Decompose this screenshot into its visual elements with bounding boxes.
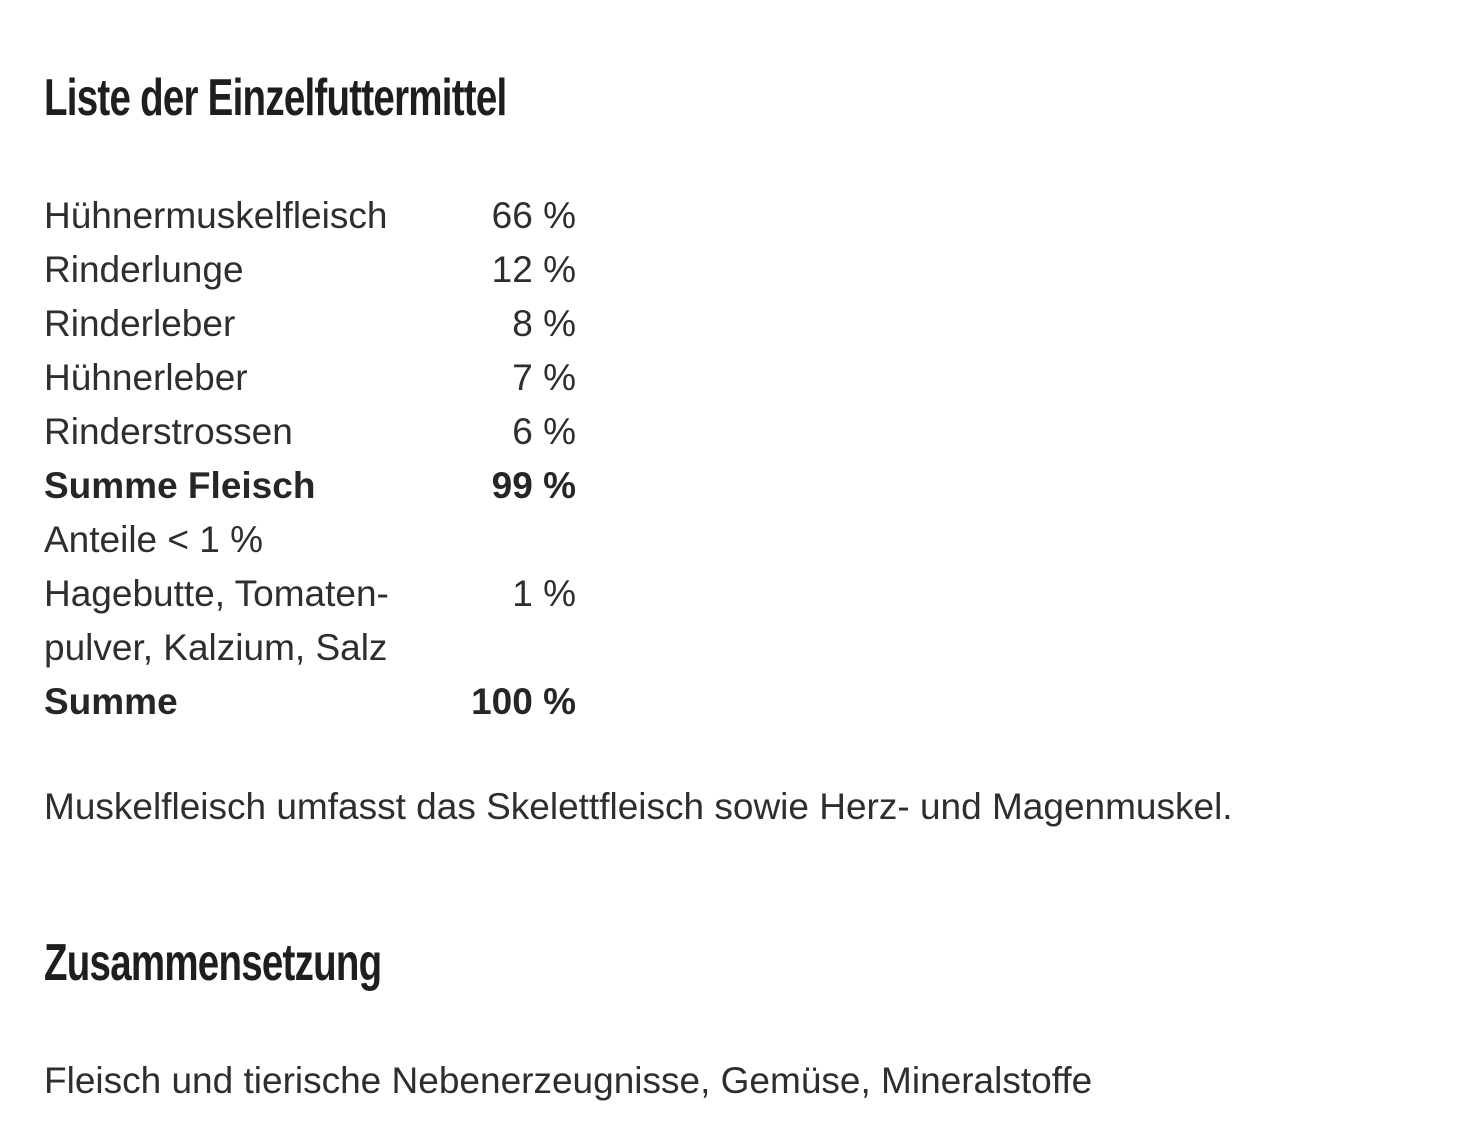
ingredient-name: Hühnerleber — [44, 357, 248, 398]
minor-ingredients-line: Anteile < 1 % — [44, 519, 264, 560]
ingredient-percent: 8 % — [512, 303, 576, 344]
ingredient-name: Rinderlunge — [44, 249, 244, 290]
table-row: Rinderstrossen 6 % — [44, 405, 576, 459]
total-row: Summe 100 % — [44, 675, 576, 729]
minor-ingredients-line: Hagebutte, Tomaten- — [44, 573, 389, 614]
ingredient-name: Rinderstrossen — [44, 411, 293, 452]
table-row: Rinderlunge 12 % — [44, 243, 576, 297]
minor-ingredients-label: Anteile < 1 % Hagebutte, Tomaten- pulver… — [44, 513, 464, 675]
minor-ingredients-row: Anteile < 1 % Hagebutte, Tomaten- pulver… — [44, 513, 576, 675]
muscle-meat-note: Muskelfleisch umfasst das Skelettfleisch… — [44, 786, 1233, 827]
ingredient-name: Rinderleber — [44, 303, 236, 344]
table-row: Rinderleber 8 % — [44, 297, 576, 351]
ingredients-table: Hühnermuskelfleisch 66 % Rinderlunge 12 … — [44, 189, 576, 729]
ingredient-percent: 66 % — [491, 195, 576, 236]
minor-ingredients-line: pulver, Kalzium, Salz — [44, 627, 388, 668]
ingredient-name: Hühnermuskelfleisch — [44, 195, 388, 236]
total-percent: 100 % — [471, 681, 576, 722]
subtotal-percent: 99 % — [491, 465, 576, 506]
ingredient-percent: 6 % — [512, 411, 576, 452]
composition-text: Fleisch und tierische Nebenerzeugnisse, … — [44, 1060, 1093, 1101]
minor-ingredients-percent: 1 % — [512, 573, 576, 614]
table-row: Hühnerleber 7 % — [44, 351, 576, 405]
subtotal-row: Summe Fleisch 99 % — [44, 459, 576, 513]
total-label: Summe — [44, 681, 178, 722]
subtotal-label: Summe Fleisch — [44, 465, 316, 506]
ingredients-heading: Liste der Einzelfuttermittel — [44, 69, 507, 127]
ingredient-percent: 7 % — [512, 357, 576, 398]
table-row: Hühnermuskelfleisch 66 % — [44, 189, 576, 243]
ingredient-percent: 12 % — [491, 249, 576, 290]
composition-heading: Zusammensetzung — [44, 934, 382, 992]
